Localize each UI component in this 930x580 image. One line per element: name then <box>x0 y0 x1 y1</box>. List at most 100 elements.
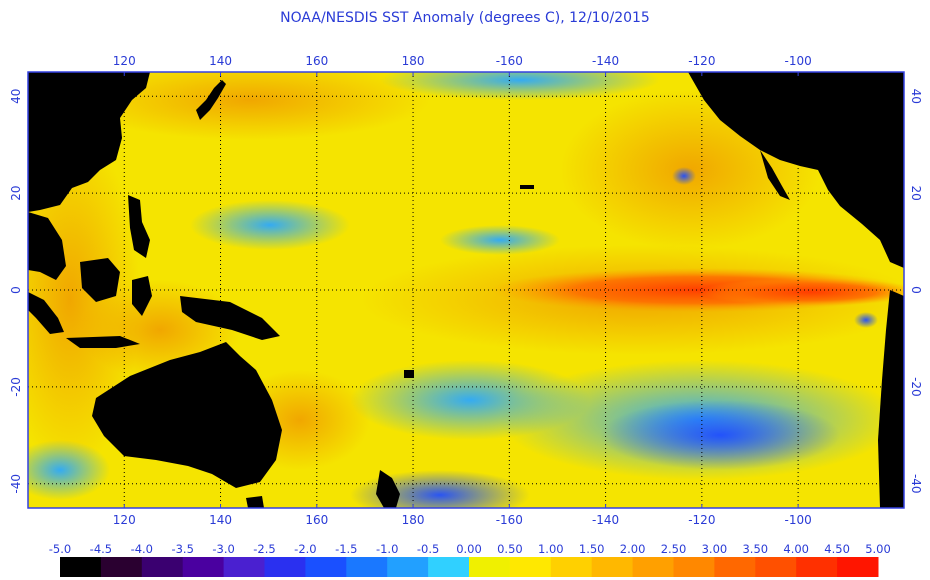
colorbar-swatch <box>509 557 552 577</box>
lon-tick-label-bottom: 140 <box>209 513 232 527</box>
colorbar-swatch <box>755 557 797 577</box>
colorbar-label: 2.50 <box>661 542 687 556</box>
land-sumatra <box>28 292 64 334</box>
lat-tick-label-right: -20 <box>909 377 923 397</box>
lon-tick-label-top: 120 <box>113 54 136 68</box>
lon-tick-label-bottom: -120 <box>688 513 715 527</box>
lon-tick-label-top: -120 <box>688 54 715 68</box>
colorbar-swatch <box>796 557 838 577</box>
colorbar-swatch <box>387 557 429 577</box>
equatorial-warm-core <box>700 278 904 306</box>
colorbar-label: 3.50 <box>742 542 768 556</box>
cool-patch-ne <box>672 167 696 185</box>
lat-tick-label-right: 0 <box>909 286 923 294</box>
cool-patch-c <box>440 225 560 255</box>
lon-tick-label-bottom: 180 <box>402 513 425 527</box>
colorbar-label: -1.5 <box>335 542 357 556</box>
lon-tick-label-bottom: 160 <box>305 513 328 527</box>
lon-tick-label-top: -160 <box>496 54 523 68</box>
sst-field <box>28 72 904 508</box>
lat-tick-label-right: 20 <box>909 185 923 200</box>
lon-tick-label-top: 160 <box>305 54 328 68</box>
lon-tick-label-bottom: -140 <box>592 513 619 527</box>
lat-tick-label-left: -40 <box>9 474 23 494</box>
lon-tick-label-bottom: 120 <box>113 513 136 527</box>
map-title: NOAA/NESDIS SST Anomaly (degrees C), 12/… <box>280 10 650 26</box>
lat-tick-label-left: -20 <box>9 377 23 397</box>
land-hawaii <box>520 185 534 189</box>
map-frame <box>27 71 905 509</box>
land-new-zealand <box>376 470 400 508</box>
colorbar-swatch <box>673 557 715 577</box>
colorbar-swatch <box>428 557 470 577</box>
colorbar-swatch <box>223 557 265 577</box>
colorbar-label: 0.00 <box>456 542 482 556</box>
lat-tick-label-left: 40 <box>9 89 23 104</box>
lon-tick-label-top: -100 <box>784 54 811 68</box>
axis-ticks: 120 120 140 140 160 160 180 180 -160 -160 -140 -140… <box>9 54 923 527</box>
colorbar-label: 2.00 <box>620 542 646 556</box>
colorbar-label: 1.50 <box>579 542 605 556</box>
colorbar-label: -4.0 <box>131 542 153 556</box>
colorbar-label: -3.5 <box>171 542 193 556</box>
warm-patch-west <box>28 130 140 470</box>
graticule <box>28 72 904 508</box>
colorbar-label: -3.0 <box>212 542 234 556</box>
colorbar-label: -2.5 <box>253 542 275 556</box>
colorbar-label: -5.0 <box>49 542 71 556</box>
colorbar-swatch <box>60 557 102 577</box>
colorbar-swatch <box>100 557 143 577</box>
colorbar-swatch <box>591 557 634 577</box>
lat-tick-label-right: -40 <box>909 474 923 494</box>
land-java <box>66 336 140 348</box>
land-indochina <box>28 212 66 280</box>
lat-tick-label-left: 20 <box>9 185 23 200</box>
lat-tick-label-right: 40 <box>909 89 923 104</box>
colorbar-swatch <box>550 557 593 577</box>
colorbar-swatch <box>182 557 225 577</box>
colorbar-swatch <box>469 557 511 577</box>
colorbar-swatch <box>632 557 674 577</box>
cool-patch-n-central <box>380 72 660 100</box>
cool-patch-nw <box>190 200 350 250</box>
land-tasmania <box>246 496 264 508</box>
colorbar-label: 0.50 <box>497 542 523 556</box>
land-masses <box>28 72 904 508</box>
colorbar-label: 4.50 <box>824 542 850 556</box>
colorbar-swatch <box>837 557 879 577</box>
land-japan <box>196 80 226 120</box>
colorbar-label: 1.00 <box>538 542 564 556</box>
lon-tick-label-bottom: -160 <box>496 513 523 527</box>
lat-tick-label-left: 0 <box>9 286 23 294</box>
cool-patch-e <box>854 312 878 328</box>
colorbar-swatch <box>714 557 756 577</box>
lon-tick-label-bottom: -100 <box>784 513 811 527</box>
colorbar: -5.0 -4.5 -4.0 -3.5 -3.0 -2.5 -2.0 -1.5 -1.0 -0.5… <box>49 542 891 577</box>
land-baja <box>760 150 790 200</box>
land-south-america <box>878 290 904 508</box>
colorbar-swatch <box>264 557 306 577</box>
cold-patch-se <box>600 400 840 470</box>
land-sulawesi <box>132 276 152 316</box>
land-philippines <box>128 195 150 258</box>
land-asia <box>28 72 150 212</box>
land-fiji <box>404 370 414 378</box>
colorbar-swatch <box>141 557 184 577</box>
colorbar-label: 4.00 <box>783 542 809 556</box>
colorbar-swatch <box>305 557 347 577</box>
land-australia <box>92 342 282 488</box>
colorbar-label: 3.00 <box>702 542 728 556</box>
lon-tick-label-top: 140 <box>209 54 232 68</box>
lon-tick-label-top: -140 <box>592 54 619 68</box>
warm-patch-north <box>70 72 430 140</box>
colorbar-label: -1.0 <box>376 542 398 556</box>
cool-patch-indian <box>28 440 110 500</box>
colorbar-label: 5.00 <box>865 542 891 556</box>
colorbar-label: -4.5 <box>90 542 112 556</box>
lon-tick-label-top: 180 <box>402 54 425 68</box>
land-north-america <box>688 72 904 268</box>
land-new-guinea <box>180 296 280 340</box>
land-borneo <box>80 258 120 302</box>
colorbar-label: -0.5 <box>417 542 439 556</box>
